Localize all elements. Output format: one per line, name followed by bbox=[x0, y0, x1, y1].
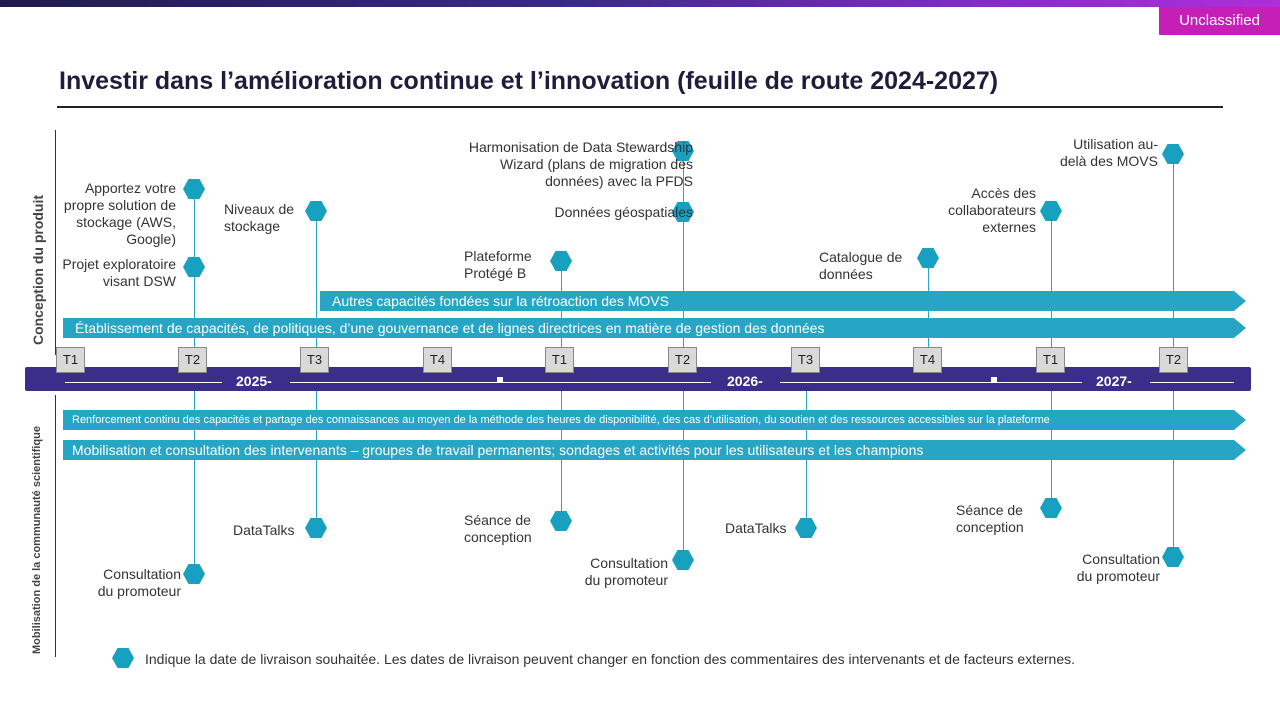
year-label-2025: 2025- bbox=[236, 373, 272, 389]
milestone-hex-icon bbox=[672, 550, 694, 570]
milestone-hex-icon bbox=[183, 179, 205, 199]
top-gradient-bar bbox=[0, 0, 1280, 7]
milestone-hex-icon bbox=[305, 518, 327, 538]
timeline-rule-c bbox=[780, 382, 1082, 383]
milestone-label-harmonisation: Harmonisation de Data Stewardship Wizard… bbox=[468, 139, 693, 189]
event-label-sponsor-consultation: Consultation du promoteur bbox=[97, 566, 181, 599]
quarter-box: T3 bbox=[791, 347, 820, 373]
quarter-box: T2 bbox=[178, 347, 207, 373]
event-label-datatalks: DataTalks bbox=[233, 522, 295, 538]
year-label-2026: 2026- bbox=[727, 373, 763, 389]
milestone-label-external-access: Accès des collaborateurs externes bbox=[948, 185, 1036, 235]
bar-movs-feedback: Autres capacités fondées sur la rétroact… bbox=[320, 291, 1246, 311]
milestone-hex-icon bbox=[1040, 498, 1062, 518]
milestone-label-storage-tiers: Niveaux de stockage bbox=[224, 201, 295, 234]
quarter-box: T1 bbox=[1036, 347, 1065, 373]
timeline-rule-a bbox=[65, 382, 222, 383]
milestone-hex-icon bbox=[795, 518, 817, 538]
milestone-line-2026-t1 bbox=[561, 262, 562, 523]
milestone-hex-icon bbox=[672, 141, 694, 161]
page-title: Investir dans l’amélioration continue et… bbox=[59, 67, 999, 95]
quarter-box: T3 bbox=[300, 347, 329, 373]
legend-text: Indique la date de livraison souhaitée. … bbox=[145, 651, 1076, 667]
bar-governance: Établissement de capacités, de politique… bbox=[63, 318, 1246, 338]
quarter-box: T4 bbox=[913, 347, 942, 373]
milestone-label-dsw: Projet exploratoire visant DSW bbox=[62, 256, 176, 289]
quarter-box: T1 bbox=[56, 347, 85, 373]
title-divider bbox=[57, 106, 1223, 108]
bar-stakeholder-engagement: Mobilisation et consultation des interve… bbox=[63, 440, 1246, 460]
quarter-box: T4 bbox=[423, 347, 452, 373]
year-label-2027: 2027- bbox=[1096, 373, 1132, 389]
milestone-hex-icon bbox=[550, 251, 572, 271]
timeline-marker-b bbox=[991, 377, 997, 383]
milestone-hex-icon bbox=[672, 202, 694, 222]
milestone-hex-icon bbox=[305, 201, 327, 221]
section-divider-bottom bbox=[55, 395, 56, 657]
milestone-hex-icon bbox=[550, 511, 572, 531]
event-label-design-session: Séance de conception bbox=[956, 502, 1024, 535]
timeline-rule-d bbox=[1150, 382, 1234, 383]
milestone-label-geospatial: Données géospatiales bbox=[554, 204, 693, 220]
timeline-bar bbox=[25, 367, 1251, 391]
milestone-hex-icon bbox=[1040, 201, 1062, 221]
milestone-label-data-catalogue: Catalogue de données bbox=[819, 249, 903, 282]
milestone-hex-icon bbox=[1162, 547, 1184, 567]
event-label-sponsor-consultation: Consultation du promoteur bbox=[584, 555, 668, 588]
milestone-hex-icon bbox=[183, 257, 205, 277]
quarter-box: T2 bbox=[1159, 347, 1188, 373]
section-label-mobilisation: Mobilisation de la communauté scientifiq… bbox=[31, 426, 43, 654]
quarter-box: T2 bbox=[668, 347, 697, 373]
milestone-label-byos: Apportez votre propre solution de stocka… bbox=[63, 180, 176, 247]
event-label-sponsor-consultation: Consultation du promoteur bbox=[1076, 551, 1160, 584]
section-label-conception: Conception du produit bbox=[30, 194, 46, 346]
quarter-box: T1 bbox=[545, 347, 574, 373]
bar-capacity-building: Renforcement continu des capacités et pa… bbox=[63, 410, 1246, 430]
event-label-design-session: Séance de conception bbox=[464, 512, 532, 545]
milestone-hex-icon bbox=[1162, 144, 1184, 164]
milestone-hex-icon bbox=[917, 248, 939, 268]
timeline-marker-a bbox=[497, 377, 503, 383]
legend-hex-icon bbox=[112, 648, 134, 668]
section-divider-top bbox=[55, 130, 56, 355]
milestone-label-protected-b: Plateforme Protégé B bbox=[464, 248, 532, 281]
milestone-hex-icon bbox=[183, 564, 205, 584]
classification-badge: Unclassified bbox=[1159, 7, 1280, 35]
milestone-label-beyond-movs: Utilisation au- delà des MOVS bbox=[1059, 136, 1158, 169]
event-label-datatalks: DataTalks bbox=[725, 520, 787, 536]
